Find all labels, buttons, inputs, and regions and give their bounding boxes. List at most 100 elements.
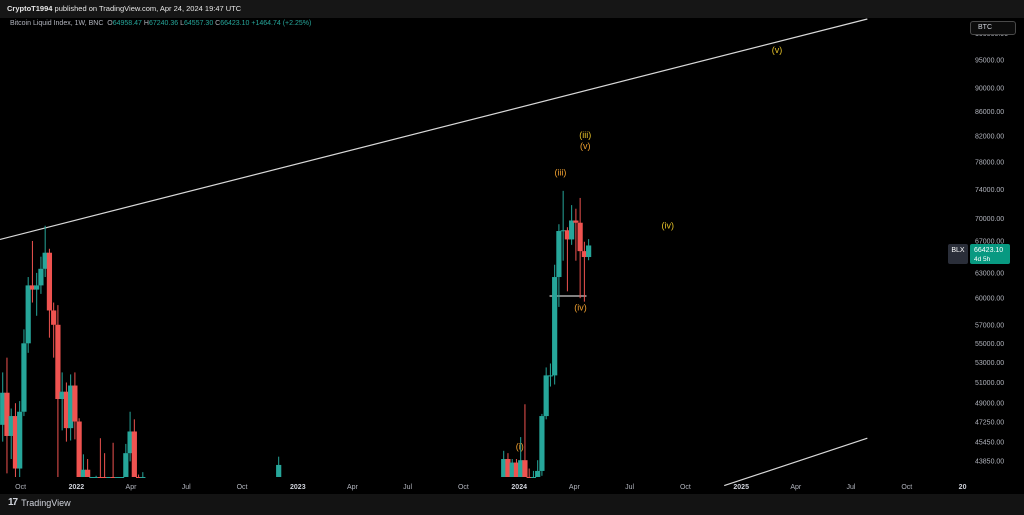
candle — [72, 372, 78, 440]
candle-body — [530, 477, 537, 478]
candle-body — [526, 477, 532, 478]
legend-high-value: 67240.36 — [148, 20, 179, 27]
candle-body — [102, 477, 108, 478]
candle-body — [573, 220, 579, 223]
price-badge-symbol-bg — [948, 244, 968, 264]
price-tick-label: 45450.00 — [975, 440, 1004, 447]
time-tick-label: Jul — [846, 484, 855, 491]
chart-pane[interactable] — [0, 18, 1024, 494]
candle-body — [46, 252, 53, 311]
candle — [569, 205, 575, 245]
time-tick-label: Jul — [182, 484, 191, 491]
candle-body — [560, 230, 566, 232]
time-tick-label: Oct — [680, 484, 691, 491]
time-tick-label: Oct — [458, 484, 469, 491]
candle-body — [89, 477, 95, 478]
candle — [63, 382, 69, 442]
candle-body — [110, 477, 116, 478]
candle-body — [501, 459, 507, 477]
time-tick-label: Apr — [790, 484, 802, 491]
price-tick-label: 95000.00 — [975, 57, 1004, 64]
candle — [530, 470, 537, 478]
candle-body — [140, 477, 146, 478]
price-tick-label: 90000.00 — [975, 85, 1004, 92]
candle-body — [21, 343, 27, 412]
candle — [518, 437, 524, 477]
candle-body — [55, 324, 61, 399]
candle — [118, 477, 125, 478]
candle-body — [63, 391, 69, 429]
candle — [522, 404, 528, 477]
candle — [12, 403, 19, 477]
candle — [114, 477, 120, 478]
legend-high-label: H — [143, 20, 149, 27]
price-tick-label: 70000.00 — [975, 216, 1004, 223]
price-tick-label: 86000.00 — [975, 109, 1004, 116]
candle — [38, 256, 44, 294]
time-tick-label: 2024 — [511, 484, 527, 491]
candle-body — [577, 222, 583, 252]
time-tick-label: 2023 — [290, 484, 306, 491]
tradingview-logo[interactable]: 17 TradingView — [8, 497, 71, 508]
candle — [34, 272, 40, 316]
price-tick-label: 78000.00 — [975, 160, 1004, 167]
candle — [539, 413, 545, 476]
time-tick-label: Apr — [126, 484, 138, 491]
candle — [97, 438, 103, 478]
candle-body — [51, 310, 57, 325]
price-tick-label: 82000.00 — [975, 134, 1004, 141]
candle — [581, 241, 587, 302]
candle-body — [8, 416, 14, 436]
candle-body — [131, 431, 137, 477]
candle — [556, 224, 562, 307]
candle — [59, 372, 65, 431]
candle-body — [522, 460, 528, 477]
author-name: CryptoT1994 — [7, 4, 53, 13]
candle-body — [552, 277, 558, 376]
candle-body — [0, 392, 6, 425]
candle — [552, 264, 558, 385]
time-tick-label: Jul — [403, 484, 412, 491]
time-tick-label: Apr — [347, 484, 359, 491]
candle — [89, 477, 95, 478]
wave-label: (iv) — [662, 221, 675, 231]
price-tick-label: 63000.00 — [975, 270, 1004, 277]
time-axis[interactable]: Oct 2022 Apr Jul Oct 2023 Apr Jul Oct 2024 Apr Jul O… — [15, 484, 966, 491]
candle — [586, 239, 592, 261]
candle — [140, 472, 146, 478]
price-badge-countdown: 4d 5h — [974, 256, 991, 263]
price-tick-label: 67000.00 — [975, 238, 1004, 245]
candle — [76, 418, 82, 477]
candle-body — [556, 231, 562, 278]
price-tick-label: 55000.00 — [975, 341, 1004, 348]
candle-body — [34, 285, 40, 290]
candle — [17, 401, 23, 477]
candle-body — [123, 453, 129, 477]
candle — [577, 197, 583, 299]
candle — [535, 460, 541, 477]
candle — [123, 443, 129, 477]
candle — [25, 277, 31, 353]
candle — [55, 305, 61, 477]
tradingview-logo-text: TradingView — [21, 497, 71, 508]
legend-open-value: 64958.47 — [112, 20, 142, 27]
symbol-badge[interactable]: BTC — [970, 21, 1016, 35]
price-axis[interactable]: 100000.0095000.0090000.0086000.0082000.0… — [975, 31, 1008, 465]
candle-body — [17, 411, 23, 469]
candle-body — [25, 285, 31, 344]
candle-body — [118, 477, 125, 478]
price-tick-label: 60000.00 — [975, 296, 1004, 303]
candle-body — [97, 477, 103, 478]
candle-body — [12, 416, 19, 469]
price-badge-bg — [970, 244, 1010, 264]
candle — [276, 456, 282, 477]
time-tick-label: 2025 — [733, 484, 749, 491]
tradingview-logo-icon: 17 — [8, 497, 18, 508]
candle-body — [80, 469, 86, 477]
legend-close-label: C — [215, 20, 221, 27]
candle-body — [127, 431, 133, 454]
candle — [513, 459, 520, 477]
footer-bar — [0, 494, 1024, 515]
wave-label: (v) — [580, 141, 591, 151]
